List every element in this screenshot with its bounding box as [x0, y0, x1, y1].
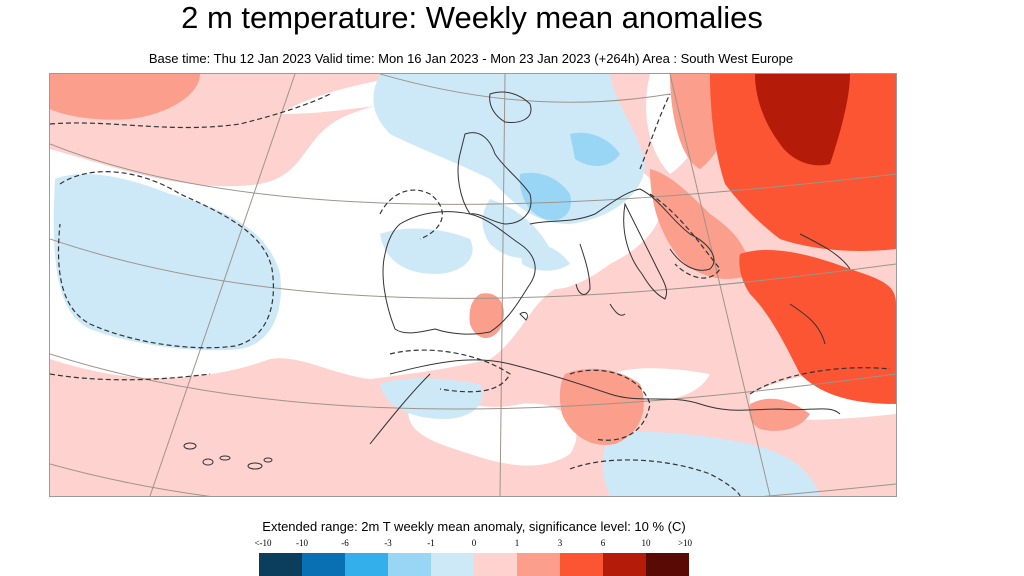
legend-tick-labels: <-10 -10 -6 -3 -1 0 1 3 6 10 >10: [0, 538, 1024, 550]
warm-strong-area: [710, 74, 896, 251]
legend-tick-label: -3: [384, 538, 392, 548]
legend-tick-label: -6: [341, 538, 349, 548]
legend-tick-label: 6: [600, 538, 606, 548]
legend-tick-label: -1: [427, 538, 435, 548]
cold-light-areas: [53, 74, 820, 496]
warm-very-strong-area: [755, 74, 850, 166]
cold-medium-areas: [519, 132, 620, 221]
graticule-lines: [50, 74, 896, 496]
page-subtitle: Base time: Thu 12 Jan 2023 Valid time: M…: [148, 51, 794, 66]
canary-islands: [183, 442, 273, 470]
legend-tick-label: 10: [641, 538, 651, 548]
legend-color-box: [259, 553, 302, 576]
page-title: 2 m temperature: Weekly mean anomalies: [181, 0, 763, 35]
legend-title: Extended range: 2m T weekly mean anomaly…: [262, 519, 686, 534]
coastlines: [369, 91, 851, 445]
legend-color-bar: [259, 553, 689, 576]
legend-color-box: [603, 553, 646, 576]
legend-color-box: [646, 553, 689, 576]
legend-tick-label: 3: [557, 538, 563, 548]
legend-tick-label: >10: [677, 538, 693, 548]
significance-contours: [50, 93, 891, 496]
map-svg: [50, 74, 896, 496]
legend-color-box: [517, 553, 560, 576]
legend-tick-label: 1: [514, 538, 520, 548]
legend-color-box: [474, 553, 517, 576]
legend-color-box: [345, 553, 388, 576]
legend-color-box: [302, 553, 345, 576]
legend-color-box: [560, 553, 603, 576]
legend-tick-label: 0: [471, 538, 477, 548]
anomaly-map: [49, 73, 897, 497]
warm-strong-area-south: [739, 249, 896, 404]
legend-tick-label: <-10: [254, 538, 272, 548]
legend-color-box: [431, 553, 474, 576]
legend-color-box: [388, 553, 431, 576]
legend-tick-label: -10: [296, 538, 308, 548]
